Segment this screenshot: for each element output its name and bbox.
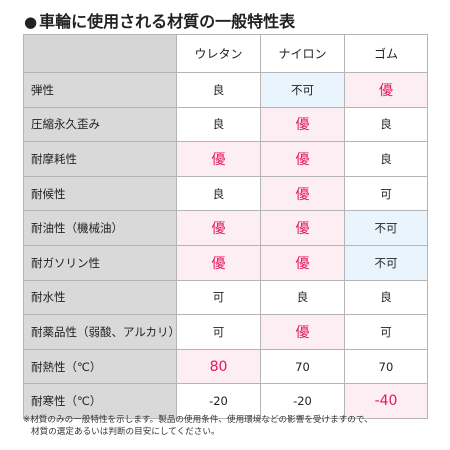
property-label: 耐油性（機械油） [23,210,177,246]
table-row: 耐熱性（℃） 80 70 70 [23,348,428,385]
rating-cell-rubber: -40 [344,383,428,419]
rating-cell-nylon: 優 [260,141,345,177]
material-properties-table: ウレタン ナイロン ゴム 弾性良不可優圧縮永久歪み良優良耐摩耗性優優良耐候性良優… [23,34,428,419]
property-label: 耐候性 [23,175,177,212]
table-header-row: ウレタン ナイロン ゴム [23,34,428,73]
rating-cell-nylon: -20 [260,383,345,419]
column-header-urethane: ウレタン [176,34,261,73]
rating-cell-nylon: 優 [260,106,345,143]
rating-cell-rubber: 良 [344,141,428,177]
column-header-rubber: ゴム [344,34,428,73]
property-label: 耐熱性（℃） [23,348,177,385]
rating-cell-urethane: 良 [176,175,261,212]
table-row: 耐薬品性（弱酸、アルカリ）可優可 [23,314,428,350]
property-label: 耐水性 [23,279,177,316]
property-label: 圧縮永久歪み [23,106,177,143]
table-body: ウレタン ナイロン ゴム 弾性良不可優圧縮永久歪み良優良耐摩耗性優優良耐候性良優… [23,34,428,419]
table-row: 耐油性（機械油）優優不可 [23,210,428,246]
rating-cell-nylon: 優 [260,244,345,281]
rating-cell-urethane: 優 [176,244,261,281]
column-header-nylon: ナイロン [260,34,345,73]
property-label: 耐ガソリン性 [23,244,177,281]
table-row: 耐ガソリン性優優不可 [23,244,428,281]
rating-cell-rubber: 70 [344,348,428,385]
page-title: ● 車輪に使用される材質の一般特性表 [24,8,295,32]
rating-cell-nylon: 優 [260,175,345,212]
title-text: 車輪に使用される材質の一般特性表 [39,12,296,31]
property-label: 耐薬品性（弱酸、アルカリ） [23,314,177,350]
rating-cell-nylon: 70 [260,348,345,385]
rating-cell-urethane: 良 [176,106,261,143]
rating-cell-urethane: 可 [176,314,261,350]
footnote: ※材質のみの一般特性を示します。製品の使用条件、使用環境などの影響を受けますので… [23,414,433,438]
header-corner-cell [23,34,177,73]
title-bullet: ● [24,13,38,31]
rating-cell-urethane: 優 [176,210,261,246]
property-label: 耐寒性（℃） [23,383,177,419]
rating-cell-rubber: 良 [344,106,428,143]
footnote-line-1: ※材質のみの一般特性を示します。製品の使用条件、使用環境などの影響を受けますので… [23,415,373,425]
table-row: 耐摩耗性優優良 [23,141,428,177]
rating-cell-rubber: 優 [344,72,428,108]
rating-cell-nylon: 優 [260,210,345,246]
rating-cell-rubber: 良 [344,279,428,316]
property-label: 耐摩耗性 [23,141,177,177]
rating-cell-rubber: 可 [344,175,428,212]
table-row: 弾性良不可優 [23,72,428,108]
rating-cell-nylon: 不可 [260,72,345,108]
table-row: 耐寒性（℃） -20 -20 -40 [23,383,428,419]
property-label: 弾性 [23,72,177,108]
table-row: 耐候性良優可 [23,175,428,212]
rating-cell-urethane: 良 [176,72,261,108]
footnote-line-2: 材質の選定あるいは判断の目安にしてください。 [31,427,220,437]
rating-cell-urethane: 可 [176,279,261,316]
table-row: 耐水性可良良 [23,279,428,316]
rating-cell-rubber: 不可 [344,244,428,281]
rating-cell-nylon: 優 [260,314,345,350]
rating-cell-urethane: 80 [176,348,261,385]
rating-cell-urethane: 優 [176,141,261,177]
rating-cell-rubber: 可 [344,314,428,350]
table-row: 圧縮永久歪み良優良 [23,106,428,143]
rating-cell-nylon: 良 [260,279,345,316]
rating-cell-rubber: 不可 [344,210,428,246]
